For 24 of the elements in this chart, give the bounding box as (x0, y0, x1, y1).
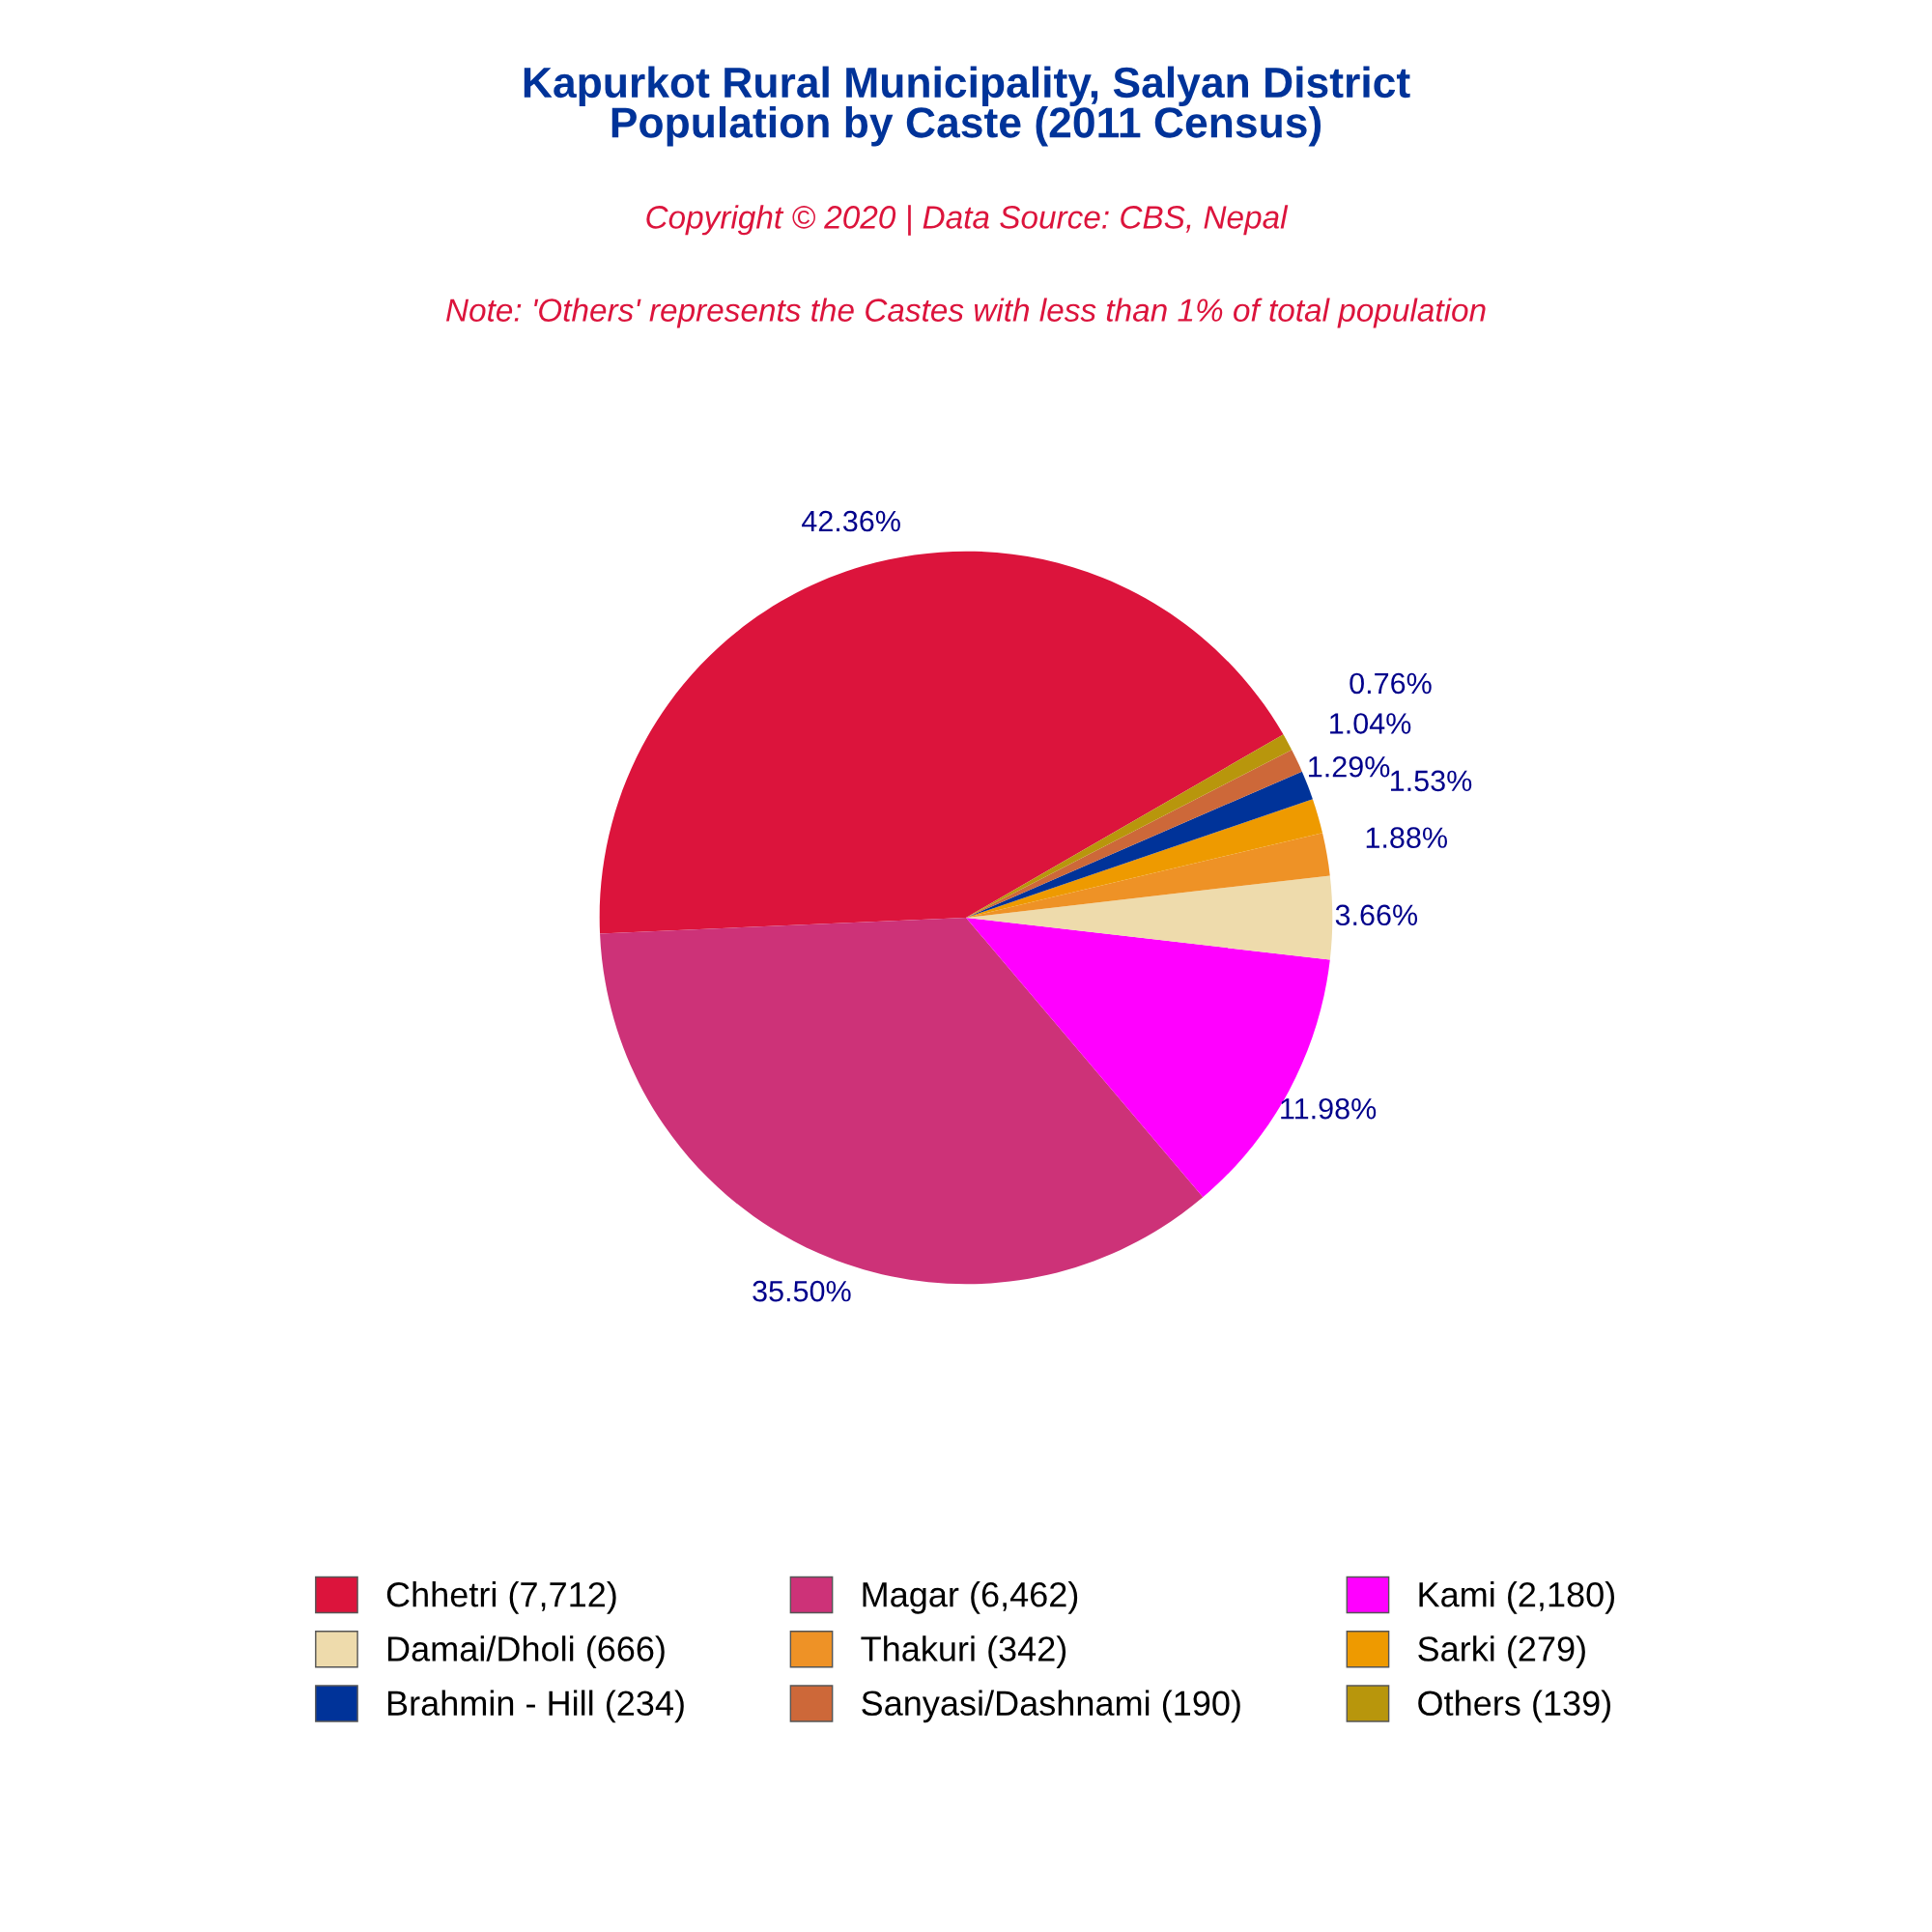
legend-label: Kami (2,180) (1419, 1581, 1614, 1614)
chart-title: Kapurkot Rural Municipality, Salyan District Population by Caste (2011 Census) (524, 66, 1410, 147)
legend-label: Damai/Dholi (666) (387, 1635, 665, 1668)
legend-label: Brahmin - Hill (234) (387, 1690, 684, 1723)
legend-label: Magar (6,462) (863, 1581, 1078, 1614)
data-label: 0.76% (1350, 672, 1432, 695)
data-label: 1.88% (1366, 827, 1447, 848)
legend-label: Sanyasi/Dashnami (190) (862, 1690, 1240, 1723)
data-label: 1.53% (1391, 770, 1472, 792)
legend-label: Thakuri (342) (861, 1635, 1066, 1668)
data-label: 42.36% (802, 510, 900, 532)
chart-subtitle: Copyright © 2020 | Data Source: CBS, Nepal (646, 205, 1289, 236)
data-label: 3.66% (1335, 904, 1418, 926)
legend-label: Sarki (279) (1418, 1635, 1585, 1668)
legend-label: Others (139) (1418, 1690, 1610, 1723)
data-label: 35.50% (753, 1280, 851, 1302)
data-label: 1.04% (1330, 713, 1411, 734)
data-label: 1.29% (1309, 755, 1390, 778)
pie-slice (966, 833, 1330, 918)
text: Note: 'Others' represents the Castes with less than 1% of total population (446, 298, 1486, 328)
data-label: 11.98% (1281, 1097, 1377, 1120)
pie-slice (966, 799, 1323, 918)
pie-slice (599, 551, 1284, 934)
legend-label: Chhetri (7,712) (386, 1581, 616, 1614)
